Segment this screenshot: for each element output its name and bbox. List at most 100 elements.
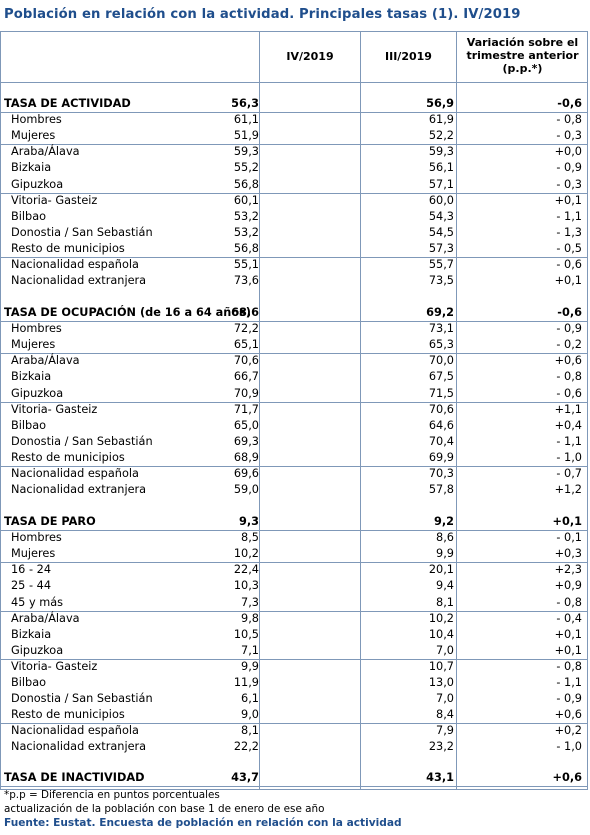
row-label: TASA DE ACTIVIDAD xyxy=(4,97,131,110)
value-iii-2019: 73,5 xyxy=(428,274,454,287)
value-variation: - 1,0 xyxy=(556,740,582,753)
value-iv-2019: 9,3 xyxy=(238,515,259,528)
value-iii-2019: 23,2 xyxy=(428,740,454,753)
row-label: 45 y más xyxy=(11,596,64,609)
value-iii-2019: 13,0 xyxy=(428,676,454,689)
row-label: Gipuzkoa xyxy=(11,178,64,191)
value-iii-2019: 7,0 xyxy=(436,644,454,657)
value-iii-2019: 10,7 xyxy=(428,660,454,673)
value-variation: - 0,9 xyxy=(556,692,582,705)
section-row: TASA DE ACTIVIDAD 56,3 56,9 -0,6 xyxy=(0,96,588,112)
table-row: Gipuzkoa 7,1 7,0 +0,1 xyxy=(0,643,588,659)
value-variation: +0,3 xyxy=(554,547,582,560)
row-label: Hombres xyxy=(11,531,62,544)
row-label: Vitoria- Gasteiz xyxy=(11,403,98,416)
value-iii-2019: 10,4 xyxy=(428,628,454,641)
value-iii-2019: 54,5 xyxy=(428,226,454,239)
column-divider xyxy=(456,32,457,789)
row-label: Araba/Álava xyxy=(11,354,80,367)
value-iii-2019: 61,9 xyxy=(428,113,454,126)
row-label: Donostia / San Sebastián xyxy=(11,435,153,448)
value-variation: +0,1 xyxy=(554,644,582,657)
value-iv-2019: 22,2 xyxy=(233,740,259,753)
table-row: Araba/Álava 9,8 10,2 - 0,4 xyxy=(0,611,588,627)
value-iii-2019: 57,3 xyxy=(428,242,454,255)
value-variation: +0,6 xyxy=(554,354,582,367)
column-divider xyxy=(360,32,361,789)
section-row: TASA DE PARO 9,3 9,2 +0,1 xyxy=(0,514,588,530)
value-variation: - 0,6 xyxy=(556,258,582,271)
table-row: Vitoria- Gasteiz 9,9 10,7 - 0,8 xyxy=(0,659,588,675)
value-variation: +2,3 xyxy=(554,563,582,576)
value-iv-2019: 43,7 xyxy=(231,771,259,784)
source-note: Fuente: Eustat. Encuesta de población en… xyxy=(4,817,402,829)
value-iii-2019: 52,2 xyxy=(428,129,454,142)
row-label: Hombres xyxy=(11,322,62,335)
value-iii-2019: 9,2 xyxy=(433,515,454,528)
value-iii-2019: 8,4 xyxy=(436,708,454,721)
value-iv-2019: 66,7 xyxy=(233,370,259,383)
value-iii-2019: 67,5 xyxy=(428,370,454,383)
table-row: 25 - 44 10,3 9,4 +0,9 xyxy=(0,578,588,594)
value-iii-2019: 64,6 xyxy=(428,419,454,432)
value-iv-2019: 70,6 xyxy=(233,354,259,367)
row-label: Bizkaia xyxy=(11,628,52,641)
value-iv-2019: 7,3 xyxy=(241,596,259,609)
value-iv-2019: 9,8 xyxy=(241,612,259,625)
value-iv-2019: 70,9 xyxy=(233,387,259,400)
value-variation: - 1,3 xyxy=(556,226,582,239)
table-title: Población en relación con la actividad. … xyxy=(4,7,521,22)
row-label: Araba/Álava xyxy=(11,145,80,158)
value-iv-2019: 68,6 xyxy=(231,306,259,319)
value-variation: - 0,8 xyxy=(556,113,582,126)
row-label: Donostia / San Sebastián xyxy=(11,226,153,239)
row-label: Bizkaia xyxy=(11,370,52,383)
row-label: Nacionalidad española xyxy=(11,467,139,480)
group-divider xyxy=(1,144,587,145)
value-iii-2019: 8,6 xyxy=(436,531,454,544)
row-label: Nacionalidad española xyxy=(11,724,139,737)
value-iv-2019: 56,8 xyxy=(233,242,259,255)
value-iv-2019: 56,8 xyxy=(233,178,259,191)
table-row: Bilbao 65,0 64,6 +0,4 xyxy=(0,418,588,434)
value-iii-2019: 9,9 xyxy=(436,547,454,560)
value-iii-2019: 60,0 xyxy=(428,194,454,207)
value-iii-2019: 55,7 xyxy=(428,258,454,271)
value-iii-2019: 7,0 xyxy=(436,692,454,705)
value-iii-2019: 69,9 xyxy=(428,451,454,464)
value-iii-2019: 70,3 xyxy=(428,467,454,480)
value-iv-2019: 69,3 xyxy=(233,435,259,448)
value-variation: - 0,8 xyxy=(556,660,582,673)
value-iv-2019: 55,2 xyxy=(233,161,259,174)
value-variation: - 0,7 xyxy=(556,467,582,480)
value-variation: +0,9 xyxy=(554,579,582,592)
row-label: Gipuzkoa xyxy=(11,387,64,400)
group-divider xyxy=(1,562,587,563)
value-iv-2019: 69,6 xyxy=(233,467,259,480)
value-iii-2019: 56,9 xyxy=(426,97,454,110)
table-row: Donostia / San Sebastián 53,2 54,5 - 1,3 xyxy=(0,225,588,241)
value-iv-2019: 73,6 xyxy=(233,274,259,287)
row-label: Bilbao xyxy=(11,210,47,223)
table-row: Vitoria- Gasteiz 60,1 60,0 +0,1 xyxy=(0,193,588,209)
header-divider xyxy=(1,82,587,83)
table-row: 45 y más 7,3 8,1 - 0,8 xyxy=(0,595,588,611)
group-divider xyxy=(1,321,587,322)
group-divider xyxy=(1,723,587,724)
value-variation: +0,6 xyxy=(552,771,582,784)
footnote: actualización de la población con base 1… xyxy=(4,803,325,815)
value-iii-2019: 54,3 xyxy=(428,210,454,223)
row-label: TASA DE INACTIVIDAD xyxy=(4,771,145,784)
value-iii-2019: 7,9 xyxy=(436,724,454,737)
value-variation: +0,6 xyxy=(554,708,582,721)
value-iii-2019: 57,8 xyxy=(428,483,454,496)
value-variation: +1,1 xyxy=(554,403,582,416)
value-iii-2019: 69,2 xyxy=(426,306,454,319)
value-iv-2019: 10,3 xyxy=(233,579,259,592)
value-variation: - 0,6 xyxy=(556,387,582,400)
footnote: *p.p = Diferencia en puntos porcentuales xyxy=(4,789,220,801)
table-row: Nacionalidad extranjera 73,6 73,5 +0,1 xyxy=(0,273,588,289)
value-iv-2019: 6,1 xyxy=(241,692,259,705)
value-variation: +0,1 xyxy=(552,515,582,528)
group-divider xyxy=(1,530,587,531)
